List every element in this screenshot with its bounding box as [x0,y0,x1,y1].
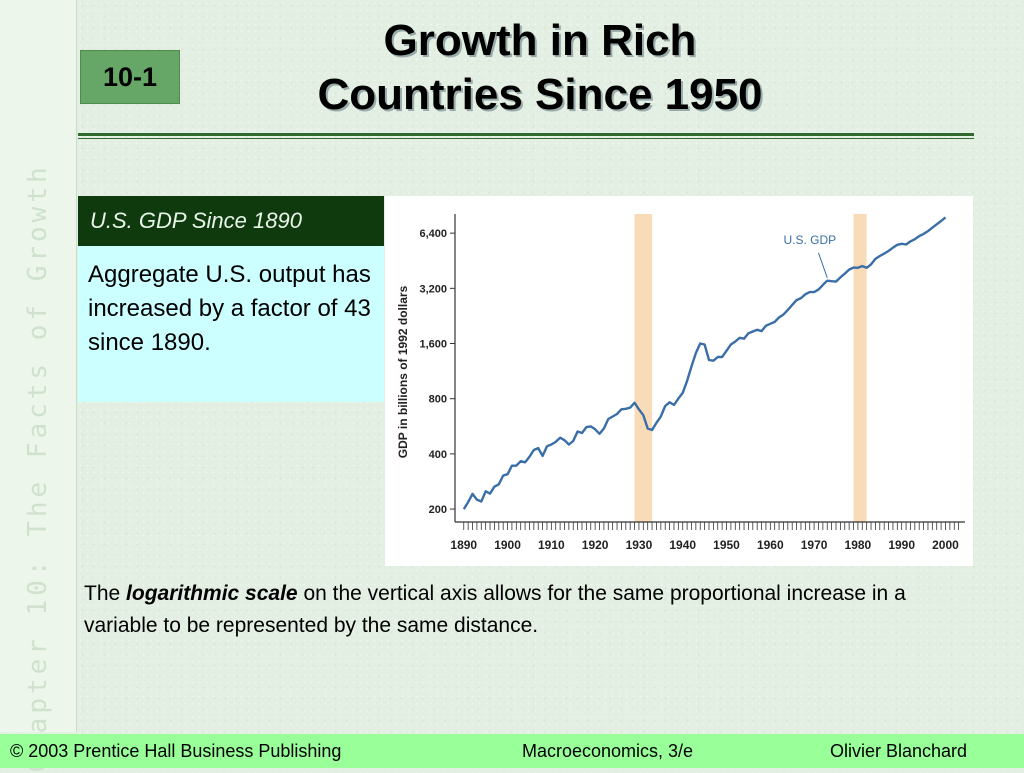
title-divider-thin [78,138,974,139]
x-tick-label: 1940 [669,538,696,552]
x-tick-label: 1970 [801,538,828,552]
x-tick-label: 1900 [494,538,521,552]
x-tick-label: 2000 [932,538,959,552]
y-tick-label: 800 [429,394,447,406]
slide-number-badge: 10-1 [80,50,180,104]
x-tick-label: 1950 [713,538,740,552]
section-subhead: U.S. GDP Since 1890 [78,196,384,246]
x-tick-label: 1930 [626,538,653,552]
y-tick-label: 200 [429,504,447,516]
footer-copyright: © 2003 Prentice Hall Business Publishing [10,741,342,761]
description-box: Aggregate U.S. output has increased by a… [78,246,384,402]
y-tick-label: 3,200 [419,283,447,295]
page-title: Growth in Rich Countries Since 1950 [190,14,890,122]
series-annotation-label: U.S. GDP [783,233,836,247]
chapter-label: Chapter 10: The Facts of Growth [23,163,53,773]
footer-bar: © 2003 Prentice Hall Business Publishing… [0,734,1024,768]
x-tick-label: 1890 [450,538,477,552]
footer-book-title: Macroeconomics, 3/e [522,741,694,761]
shaded-period-1 [853,214,867,522]
caption-suffix: on the vertical axis allows for the same… [84,582,906,637]
gdp-series-line [462,216,947,510]
x-tick-label: 1910 [538,538,565,552]
annotation-leader-line [818,252,828,279]
gdp-chart: 200 400 800 1,600 3,200 6,400 1890 1900 1910 1920… [385,196,973,566]
sidebar-strip: Chapter 10: The Facts of Growth [0,0,77,773]
title-line-2: Countries Since 1950 [317,70,763,119]
x-tick-label: 1990 [888,538,915,552]
gdp-chart-svg: 200 400 800 1,600 3,200 6,400 1890 1900 1910 1920… [396,214,965,552]
x-tick-label: 1980 [845,538,872,552]
caption-text: The logarithmic scale on the vertical ax… [84,578,964,642]
caption-emphasis: logarithmic scale [126,582,298,605]
y-tick-label: 1,600 [419,339,447,351]
y-tick-label: 400 [429,449,447,461]
shaded-period-0 [634,214,653,522]
y-axis-label: GDP in billions of 1992 dollars [396,285,410,458]
x-tick-label: 1920 [582,538,609,552]
title-line-1: Growth in Rich [383,16,697,65]
footer-author: Olivier Blanchard [830,741,968,761]
title-divider-thick [78,133,974,136]
y-tick-label: 6,400 [419,228,447,240]
x-tick-label: 1960 [757,538,784,552]
caption-prefix: The [84,582,127,605]
